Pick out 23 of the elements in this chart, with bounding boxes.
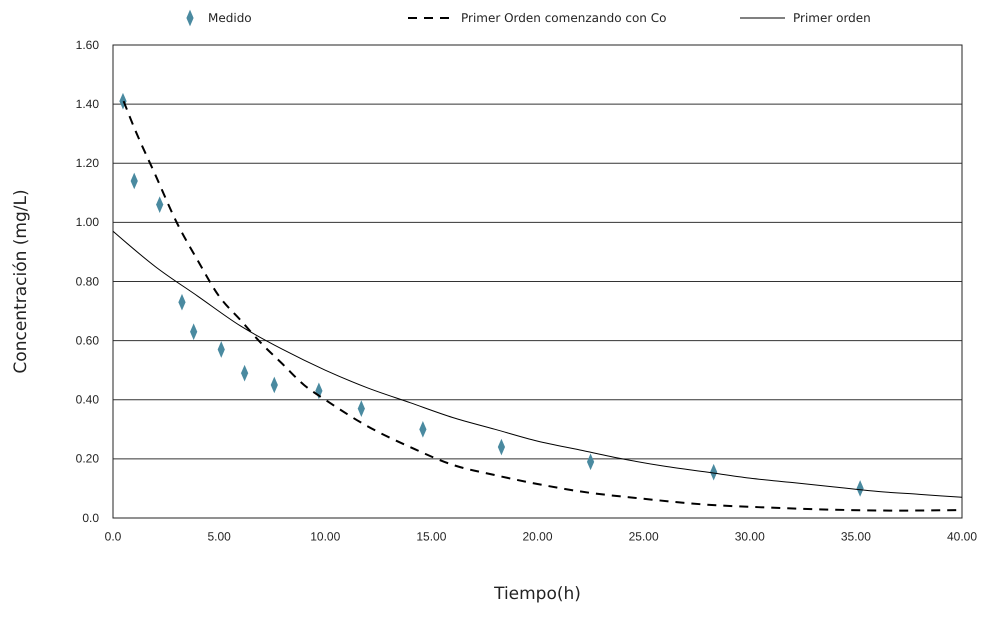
- y-tick-label: 0.80: [76, 274, 100, 288]
- legend-label: Primer orden: [793, 11, 871, 25]
- y-tick-label: 1.00: [76, 215, 100, 230]
- y-tick-label: 1.60: [76, 38, 100, 52]
- y-tick-label: 0.0: [82, 510, 100, 525]
- legend-label: Primer Orden comenzando con Co: [461, 11, 666, 25]
- x-tick-label: 10.00: [310, 530, 341, 544]
- x-tick-label: 25.00: [628, 530, 659, 544]
- y-tick-label: 0.20: [76, 452, 100, 466]
- x-tick-label: 20.00: [522, 530, 553, 544]
- y-tick-label: 1.40: [76, 96, 100, 111]
- y-tick-label: 0.40: [76, 392, 100, 407]
- y-tick-label: 0.60: [76, 333, 100, 348]
- x-axis-title: Tiempo(h): [493, 584, 581, 604]
- x-tick-label: 35.00: [840, 530, 872, 544]
- x-tick-label: 15.00: [416, 530, 447, 544]
- y-axis-title: Concentración (mg/L): [11, 189, 31, 374]
- x-tick-label: 0.0: [104, 530, 122, 544]
- legend-label: Medido: [208, 11, 252, 25]
- x-tick-label: 40.00: [946, 530, 978, 544]
- y-tick-label: 1.20: [76, 156, 100, 170]
- x-tick-label: 5.00: [207, 530, 232, 544]
- x-tick-label: 30.00: [734, 530, 766, 544]
